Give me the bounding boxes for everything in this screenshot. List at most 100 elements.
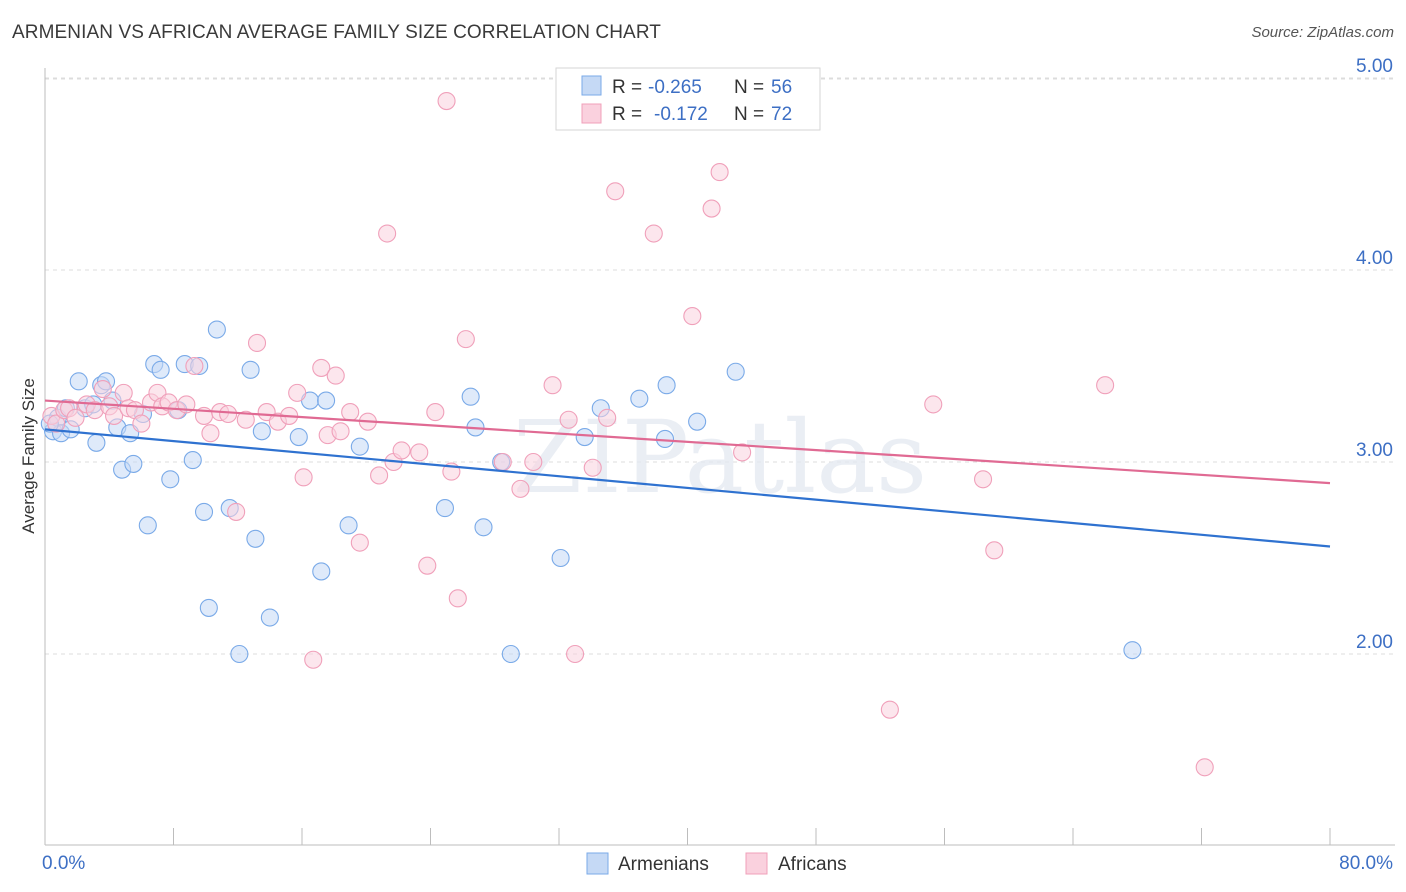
scatter-points (40, 91, 1214, 777)
point-africans-61 (644, 224, 663, 243)
point-armenians-23 (183, 451, 202, 470)
point-armenians-52 (688, 412, 707, 431)
point-armenians-8 (87, 433, 106, 452)
series-swatch-armenians (586, 852, 609, 875)
point-africans-71 (1195, 758, 1214, 777)
point-africans-32 (294, 468, 313, 487)
point-africans-53 (511, 479, 530, 498)
y-tick-label-2: 4.00 (1356, 248, 1393, 269)
point-africans-41 (370, 466, 389, 485)
point-armenians-41 (461, 387, 480, 406)
point-armenians-43 (474, 518, 493, 537)
point-africans-26 (236, 410, 255, 429)
point-armenians-15 (124, 454, 143, 473)
trend-lines (44, 399, 1331, 548)
legend-n-value-2: 72 (771, 104, 792, 125)
x-tick-label-min: 0.0% (42, 853, 85, 874)
point-armenians-31 (246, 529, 265, 548)
legend-r-value-2: -0.172 (654, 104, 708, 125)
point-armenians-33 (260, 608, 279, 627)
point-armenians-36 (312, 562, 331, 581)
point-africans-36 (326, 366, 345, 385)
point-africans-4 (66, 408, 85, 427)
point-armenians-47 (575, 427, 594, 447)
point-armenians-37 (317, 391, 336, 410)
point-africans-62 (683, 307, 702, 326)
point-africans-31 (288, 383, 307, 402)
point-africans-60 (606, 182, 625, 201)
series-label-africans: Africans (778, 854, 847, 875)
point-armenians-54 (1123, 641, 1142, 660)
point-africans-22 (201, 424, 220, 443)
trend-line-armenians (44, 428, 1331, 548)
y-tick-label-1: 3.00 (1356, 440, 1393, 461)
series-label-armenians: Armenians (618, 854, 709, 875)
point-armenians-29 (230, 644, 249, 664)
point-africans-55 (543, 376, 562, 395)
x-tick-label-max: 80.0% (1339, 853, 1393, 874)
point-africans-42 (378, 224, 397, 243)
point-africans-59 (598, 408, 617, 427)
point-armenians-39 (350, 437, 369, 456)
point-africans-25 (227, 502, 246, 521)
point-africans-46 (418, 556, 437, 575)
point-africans-1 (47, 414, 66, 433)
point-africans-54 (524, 452, 543, 472)
chart-title: ARMENIAN VS AFRICAN AVERAGE FAMILY SIZE … (12, 22, 662, 43)
point-armenians-53 (726, 362, 745, 381)
legend-r-label-2: R = (612, 104, 642, 125)
point-africans-47 (426, 403, 445, 422)
point-africans-51 (456, 330, 475, 349)
point-africans-58 (583, 458, 602, 477)
point-africans-27 (247, 333, 267, 353)
x-tick-labels: 0.0% 80.0% (42, 853, 1393, 874)
y-tick-labels: 2.00 3.00 4.00 5.00 (1356, 56, 1393, 653)
point-armenians-25 (194, 502, 214, 521)
point-armenians-26 (199, 598, 218, 617)
point-africans-13 (132, 414, 151, 433)
point-armenians-17 (138, 516, 157, 535)
legend-r-value-1: -0.265 (648, 77, 702, 98)
point-africans-64 (710, 163, 729, 182)
legend-n-value-1: 56 (771, 77, 792, 98)
point-africans-33 (304, 650, 323, 669)
point-africans-34 (312, 358, 331, 377)
point-africans-57 (566, 644, 585, 664)
series-legend: Armenians Africans (586, 852, 847, 875)
point-africans-66 (880, 700, 899, 719)
point-armenians-49 (630, 389, 649, 408)
point-armenians-34 (289, 427, 308, 447)
point-africans-48 (437, 91, 456, 111)
watermark: ZIPatlas (513, 399, 928, 516)
legend-n-label-2: N = (734, 104, 764, 125)
point-armenians-51 (657, 376, 676, 395)
point-armenians-27 (207, 320, 226, 339)
point-armenians-20 (161, 470, 180, 489)
stats-legend: R = -0.265 N = 56 R = -0.172 N = 72 (555, 67, 821, 131)
point-africans-10 (114, 383, 133, 402)
y-tick-label-3: 5.00 (1356, 56, 1393, 77)
point-africans-38 (341, 403, 360, 422)
point-armenians-19 (151, 360, 170, 379)
point-africans-56 (559, 410, 578, 429)
point-africans-45 (410, 443, 429, 462)
point-africans-67 (924, 395, 943, 414)
y-tick-label-0: 2.00 (1356, 632, 1393, 653)
point-africans-69 (985, 541, 1004, 560)
point-armenians-40 (435, 499, 455, 518)
point-africans-65 (733, 443, 752, 462)
point-africans-37 (331, 422, 350, 441)
point-armenians-32 (252, 422, 271, 441)
chart-source: Source: ZipAtlas.com (1251, 24, 1394, 41)
series-swatch-africans (745, 852, 768, 875)
point-africans-7 (93, 379, 112, 399)
point-armenians-30 (241, 360, 260, 379)
point-africans-68 (973, 470, 993, 489)
legend-n-label-1: N = (734, 77, 764, 98)
point-africans-44 (392, 441, 411, 460)
point-africans-70 (1096, 376, 1115, 395)
legend-swatch-armenians (581, 75, 602, 96)
point-africans-63 (702, 199, 721, 218)
legend-r-label-1: R = (612, 77, 642, 98)
